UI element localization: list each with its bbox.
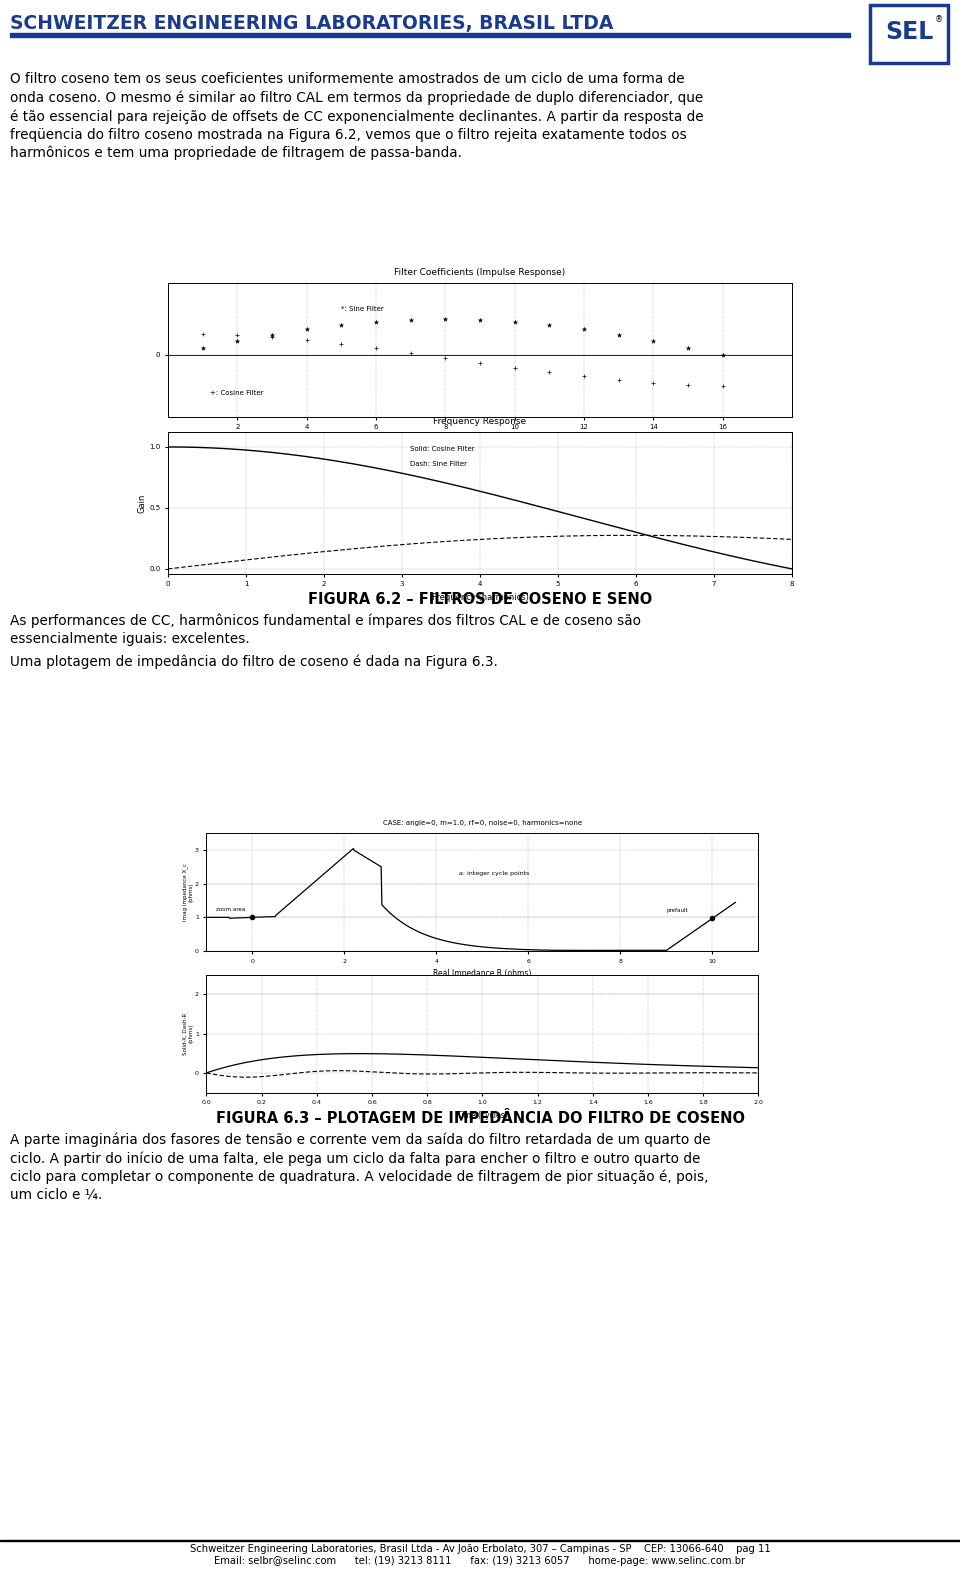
Title: Frequency Response: Frequency Response bbox=[433, 417, 527, 426]
Text: zoom area: zoom area bbox=[216, 907, 245, 912]
X-axis label: Time (cycles): Time (cycles) bbox=[457, 1111, 508, 1119]
Point bbox=[299, 327, 314, 352]
Y-axis label: Gain: Gain bbox=[137, 494, 146, 512]
X-axis label: Real Impedance R (ohms): Real Impedance R (ohms) bbox=[433, 970, 532, 978]
Point bbox=[715, 373, 731, 398]
Text: Solid: Cosine Filter: Solid: Cosine Filter bbox=[410, 445, 474, 451]
Point bbox=[229, 322, 245, 347]
Text: harmônicos e tem uma propriedade de filtragem de passa-banda.: harmônicos e tem uma propriedade de filt… bbox=[10, 146, 462, 160]
Text: Email: selbr@selinc.com      tel: (19) 3213 8111      fax: (19) 3213 6057      h: Email: selbr@selinc.com tel: (19) 3213 8… bbox=[214, 1556, 746, 1566]
Point bbox=[438, 344, 453, 369]
Point bbox=[264, 322, 279, 347]
Point bbox=[541, 360, 557, 385]
Point bbox=[369, 310, 384, 335]
Point bbox=[195, 322, 210, 347]
Text: Schweitzer Engineering Laboratories, Brasil Ltda - Av João Erbolato, 307 – Campi: Schweitzer Engineering Laboratories, Bra… bbox=[190, 1544, 770, 1555]
Point bbox=[299, 318, 314, 343]
Point bbox=[541, 313, 557, 338]
Point bbox=[438, 307, 453, 332]
Text: a: integer cycle points: a: integer cycle points bbox=[460, 871, 530, 876]
Text: ciclo para completar o componente de quadratura. A velocidade de filtragem de pi: ciclo para completar o componente de qua… bbox=[10, 1170, 708, 1184]
Point bbox=[334, 313, 349, 338]
Point bbox=[646, 369, 661, 395]
Text: essencialmente iguais: excelentes.: essencialmente iguais: excelentes. bbox=[10, 632, 250, 646]
Text: +: Cosine Filter: +: Cosine Filter bbox=[209, 390, 263, 396]
Text: ciclo. A partir do início de uma falta, ele pega um ciclo da falta para encher o: ciclo. A partir do início de uma falta, … bbox=[10, 1151, 701, 1165]
Text: SCHWEITZER ENGINEERING LABORATORIES, BRASIL LTDA: SCHWEITZER ENGINEERING LABORATORIES, BRA… bbox=[10, 14, 613, 33]
Point bbox=[576, 318, 591, 343]
Text: *: Sine Filter: *: Sine Filter bbox=[342, 305, 384, 311]
Text: Dash: Sine Filter: Dash: Sine Filter bbox=[410, 462, 467, 467]
Text: As performances de CC, harmônicos fundamental e ímpares dos filtros CAL e de cos: As performances de CC, harmônicos fundam… bbox=[10, 613, 641, 629]
Text: FIGURA 6.2 – FILTROS DE COSENO E SENO: FIGURA 6.2 – FILTROS DE COSENO E SENO bbox=[308, 591, 652, 607]
Point bbox=[369, 335, 384, 360]
Y-axis label: Solid-X, Dash-R
(ohms): Solid-X, Dash-R (ohms) bbox=[182, 1012, 193, 1055]
Title: CASE: angle=0, m=1.0, rf=0, noise=0, harmonics=none: CASE: angle=0, m=1.0, rf=0, noise=0, har… bbox=[383, 821, 582, 825]
Text: um ciclo e ¼.: um ciclo e ¼. bbox=[10, 1188, 103, 1203]
Point bbox=[403, 340, 419, 365]
Text: freqüencia do filtro coseno mostrada na Figura 6.2, vemos que o filtro rejeita e: freqüencia do filtro coseno mostrada na … bbox=[10, 127, 686, 141]
Point bbox=[229, 329, 245, 354]
Text: prefault: prefault bbox=[666, 909, 688, 913]
Point bbox=[403, 307, 419, 332]
Point bbox=[611, 322, 626, 347]
Point bbox=[715, 343, 731, 368]
Text: Uma plotagem de impedância do filtro de coseno é dada na Figura 6.3.: Uma plotagem de impedância do filtro de … bbox=[10, 656, 498, 670]
Point bbox=[472, 351, 488, 376]
Point bbox=[611, 368, 626, 393]
Point bbox=[195, 335, 210, 360]
Point bbox=[507, 355, 522, 380]
Bar bbox=[10, 33, 850, 36]
Title: Filter Coefficients (Impulse Response): Filter Coefficients (Impulse Response) bbox=[395, 267, 565, 277]
Text: ®: ® bbox=[935, 16, 943, 24]
Point bbox=[576, 363, 591, 388]
Point bbox=[681, 335, 696, 360]
Text: é tão essencial para rejeição de offsets de CC exponencialmente declinantes. A p: é tão essencial para rejeição de offsets… bbox=[10, 108, 704, 124]
Point bbox=[472, 307, 488, 332]
Point bbox=[507, 310, 522, 335]
X-axis label: Frequency (harmonics): Frequency (harmonics) bbox=[432, 593, 528, 602]
Text: onda coseno. O mesmo é similar ao filtro CAL em termos da propriedade de duplo d: onda coseno. O mesmo é similar ao filtro… bbox=[10, 91, 704, 105]
Bar bbox=[870, 5, 948, 63]
Point bbox=[264, 325, 279, 351]
Y-axis label: Imag Impedance X_c
(ohms): Imag Impedance X_c (ohms) bbox=[181, 863, 193, 921]
Point bbox=[646, 329, 661, 354]
X-axis label: Samples: Samples bbox=[462, 435, 498, 445]
Point bbox=[334, 332, 349, 357]
Text: SEL: SEL bbox=[885, 20, 933, 44]
Text: A parte imaginária dos fasores de tensão e corrente vem da saída do filtro retar: A parte imaginária dos fasores de tensão… bbox=[10, 1132, 710, 1148]
Point bbox=[681, 373, 696, 398]
Text: O filtro coseno tem os seus coeficientes uniformemente amostrados de um ciclo de: O filtro coseno tem os seus coeficientes… bbox=[10, 72, 684, 86]
Text: FIGURA 6.3 – PLOTAGEM DE IMPEDÂNCIA DO FILTRO DE COSENO: FIGURA 6.3 – PLOTAGEM DE IMPEDÂNCIA DO F… bbox=[215, 1110, 745, 1126]
